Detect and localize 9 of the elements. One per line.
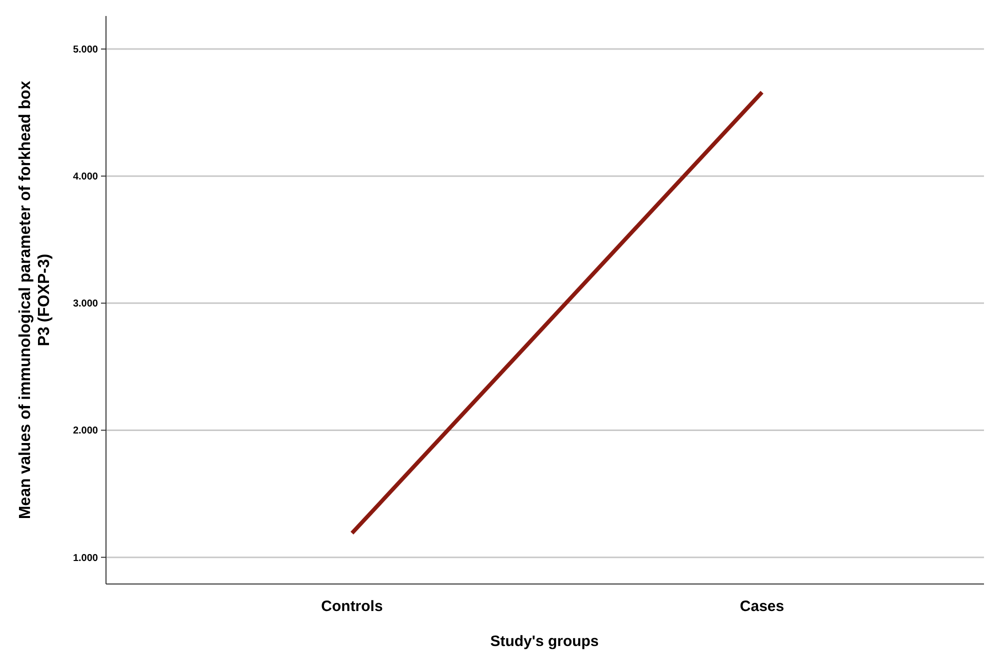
- y-tick-label: 1.000: [72, 552, 98, 564]
- y-tick-label: 3.000: [72, 298, 98, 310]
- y-tick-label: 2.000: [72, 426, 98, 437]
- y-axis-title: Mean values of immunological parameter of forkhead box P3 (FOXP-3): [17, 80, 53, 520]
- x-tick-label: Controls: [321, 598, 383, 615]
- y-tick-label: 4.000: [72, 172, 98, 183]
- x-tick-label: Cases: [740, 598, 784, 615]
- y-tick-label: 5.000: [72, 44, 98, 56]
- x-axis-title: Study's groups: [490, 633, 599, 650]
